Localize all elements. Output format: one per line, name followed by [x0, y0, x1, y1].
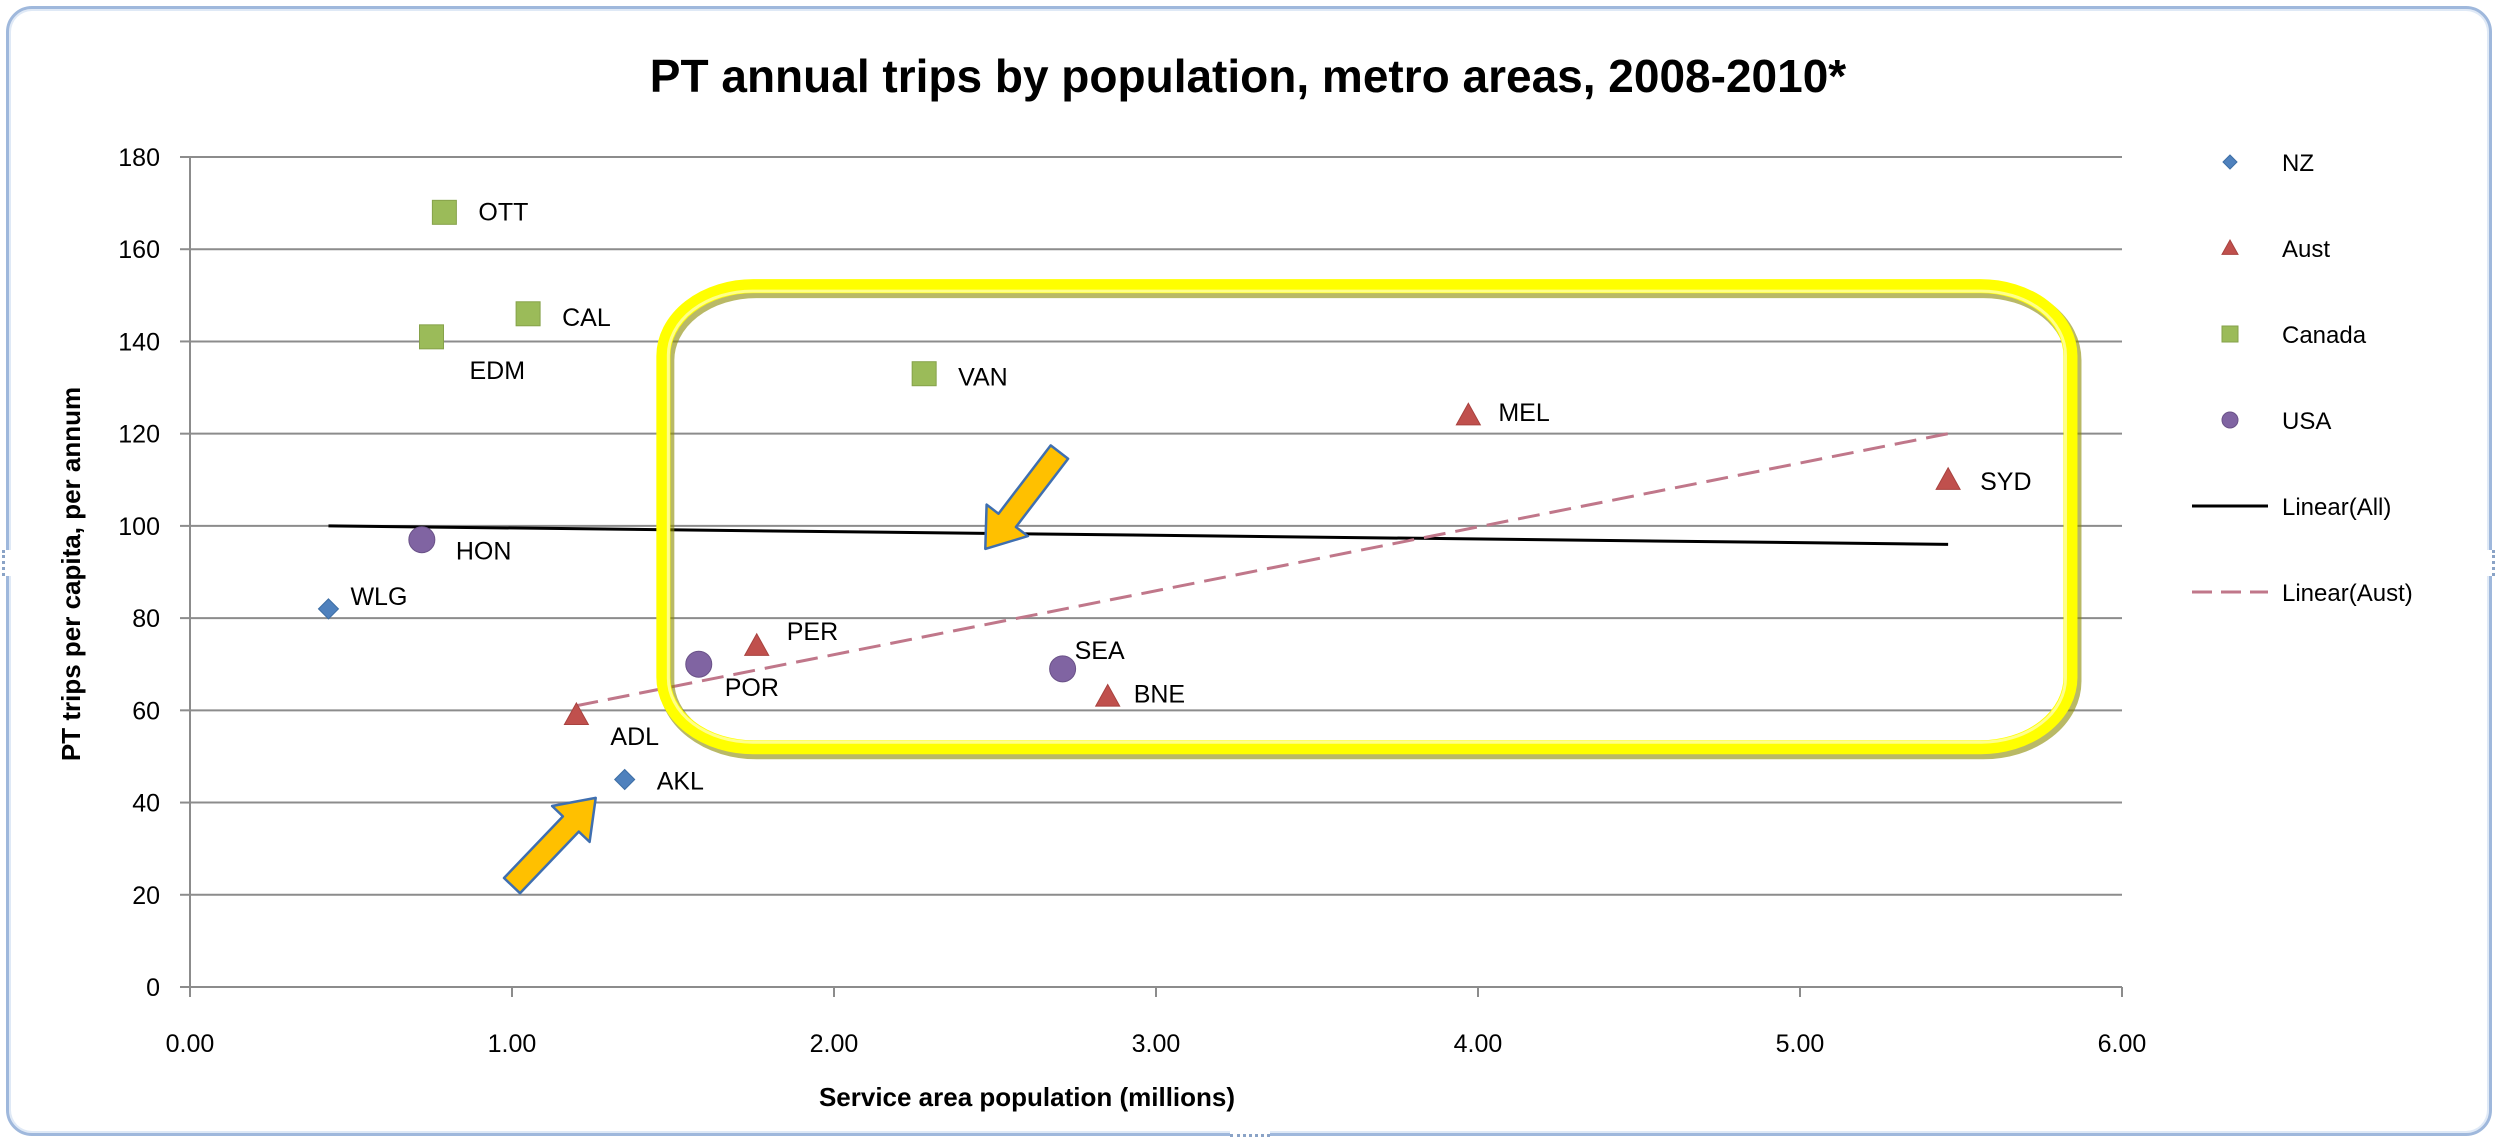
arrow-annotation-1	[984, 444, 1070, 551]
x-axis-ticks: 0.00 1.00 2.00 3.00 4.00 5.00 6.00	[166, 1030, 2147, 1058]
highlight-box-shadow	[658, 282, 2082, 760]
legend-marker-aust	[2221, 238, 2239, 255]
y-tick-label: 100	[118, 513, 160, 541]
data-label-ott: OTT	[478, 198, 528, 226]
data-point-bne	[1094, 683, 1121, 707]
data-point-sea	[1049, 655, 1077, 683]
data-label-edm: EDM	[470, 357, 526, 385]
annotations	[502, 279, 2082, 895]
highlight-box-sheen	[666, 289, 2067, 744]
legend-label-linearall: Linear(All)	[2282, 494, 2391, 521]
arrow-annotation-2	[502, 796, 597, 895]
x-axis-label: Service area population (millions)	[819, 1082, 1235, 1112]
data-label-wlg: WLG	[350, 583, 407, 611]
y-tick-label: 160	[118, 236, 160, 264]
data-point-adl	[563, 701, 590, 726]
trendline-linearaust	[576, 432, 1949, 708]
data-label-sea: SEA	[1075, 637, 1125, 665]
legend-marker-canada	[2221, 325, 2239, 343]
data-points: WLG AKL ADL PER BNE MEL SYD OTT CAL EDM VAN HON POR S…	[317, 198, 2032, 796]
x-tick-label: 5.00	[1776, 1030, 1825, 1058]
legend: NZ Aust Canada USA Linear(All) Linear(Aust)	[2192, 150, 2413, 607]
y-tick-label: 180	[118, 144, 160, 172]
data-point-akl	[613, 768, 636, 791]
x-tick-label: 4.00	[1454, 1030, 1503, 1058]
data-point-van	[911, 361, 937, 387]
y-tick-label: 40	[132, 790, 160, 818]
legend-label-nz: NZ	[2282, 150, 2314, 177]
data-point-syd	[1935, 466, 1961, 490]
chart-title: PT annual trips by population, metro are…	[650, 50, 1846, 102]
highlight-box	[656, 279, 2078, 755]
data-label-syd: SYD	[1980, 468, 2031, 496]
resize-handle-right[interactable]	[2484, 550, 2495, 576]
x-tick-label: 2.00	[810, 1030, 859, 1058]
data-label-por: POR	[725, 674, 779, 702]
data-point-hon	[408, 526, 436, 554]
data-point-ott	[431, 199, 457, 225]
data-point-wlg	[317, 598, 340, 620]
trendlines	[328, 432, 1949, 708]
data-label-adl: ADL	[610, 723, 659, 751]
data-label-hon: HON	[456, 538, 512, 566]
legend-marker-nz	[2222, 154, 2238, 170]
y-axis-ticks: 0 20 40 60 80 100 120 140 160 180	[118, 144, 160, 1002]
data-point-cal	[515, 301, 541, 327]
legend-label-usa: USA	[2282, 408, 2331, 435]
data-label-bne: BNE	[1134, 681, 1185, 709]
data-point-mel	[1455, 402, 1482, 426]
legend-marker-usa	[2221, 411, 2239, 429]
resize-handle-left[interactable]	[2, 550, 13, 576]
legend-label-canada: Canada	[2282, 322, 2367, 349]
data-label-van: VAN	[958, 364, 1008, 392]
x-tick-label: 3.00	[1132, 1030, 1181, 1058]
gridlines	[180, 156, 2123, 997]
y-tick-label: 20	[132, 882, 160, 910]
trendline-linearall	[328, 524, 1949, 546]
y-tick-label: 140	[118, 328, 160, 356]
legend-label-linearaust: Linear(Aust)	[2282, 580, 2413, 607]
y-axis-label: PT trips per capita, per annum	[56, 387, 86, 761]
data-label-cal: CAL	[562, 304, 611, 332]
x-tick-label: 0.00	[166, 1030, 215, 1058]
y-tick-label: 0	[146, 974, 160, 1002]
data-label-akl: AKL	[657, 768, 704, 796]
legend-label-aust: Aust	[2282, 236, 2330, 263]
y-tick-label: 80	[132, 605, 160, 633]
data-point-edm	[419, 324, 444, 350]
data-point-por	[685, 650, 713, 678]
y-tick-label: 120	[118, 421, 160, 449]
data-label-mel: MEL	[1498, 399, 1550, 427]
resize-handle-bottom[interactable]	[1230, 1126, 1270, 1137]
data-label-per: PER	[787, 618, 838, 646]
data-point-per	[743, 632, 770, 656]
y-tick-label: 60	[132, 697, 160, 725]
x-tick-label: 1.00	[488, 1030, 537, 1058]
x-tick-label: 6.00	[2098, 1030, 2147, 1058]
